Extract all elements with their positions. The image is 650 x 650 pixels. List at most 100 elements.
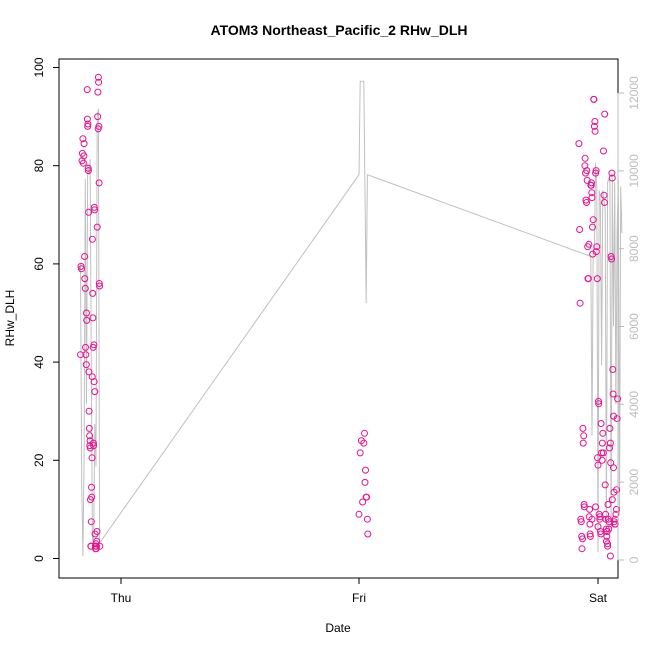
data-point xyxy=(592,167,600,175)
plot-frame xyxy=(58,58,619,579)
data-point xyxy=(88,493,96,501)
y2-axis: 0 2000 4000 6000 8000 10000 12000 xyxy=(617,76,641,563)
y2-tick-label: 12000 xyxy=(627,76,641,110)
data-point xyxy=(607,253,615,260)
data-point xyxy=(588,179,595,187)
data-point xyxy=(360,439,368,447)
data-point xyxy=(94,88,102,96)
data-point xyxy=(591,127,599,135)
data-point xyxy=(579,439,587,447)
data-point xyxy=(592,503,600,511)
data-point xyxy=(84,120,92,128)
y-tick-label: 40 xyxy=(32,355,46,369)
data-point xyxy=(85,208,93,216)
data-point xyxy=(601,481,609,489)
data-point xyxy=(606,552,614,560)
data-point xyxy=(83,309,90,317)
data-point xyxy=(79,159,87,167)
y-axis-label: RHw_DLH xyxy=(3,290,17,347)
data-point xyxy=(95,78,103,86)
y-tick-label: 20 xyxy=(32,453,46,467)
y2-tick-label: 8000 xyxy=(627,235,641,262)
data-point xyxy=(93,223,101,231)
data-point xyxy=(86,432,94,440)
data-point xyxy=(89,439,97,447)
y-tick-label: 100 xyxy=(32,57,46,77)
data-point xyxy=(84,164,92,172)
data-point xyxy=(89,314,97,322)
x-tick-label: Fri xyxy=(352,591,366,605)
y2-tick-label: 4000 xyxy=(627,391,641,418)
data-point xyxy=(82,351,90,359)
data-point xyxy=(600,191,608,199)
data-point xyxy=(90,442,98,450)
data-point xyxy=(96,542,104,550)
data-point xyxy=(596,513,604,521)
chart-title: ATOM3 Northeast_Pacific_2 RHw_DLH xyxy=(211,22,468,38)
data-point xyxy=(595,397,602,405)
data-point xyxy=(599,429,607,437)
data-point xyxy=(610,464,617,472)
data-point xyxy=(80,140,88,148)
data-point xyxy=(597,530,605,538)
data-point xyxy=(594,461,602,469)
data-point xyxy=(95,179,103,187)
data-point xyxy=(586,530,594,538)
data-point xyxy=(88,454,96,462)
data-point xyxy=(89,289,97,297)
data-point xyxy=(81,284,89,292)
data-point xyxy=(602,525,610,533)
data-point xyxy=(604,501,612,508)
data-point xyxy=(93,537,101,545)
data-point xyxy=(96,282,104,290)
data-point xyxy=(361,429,368,437)
y-axis: 0 20 40 60 80 100 xyxy=(32,57,60,562)
data-point xyxy=(604,540,612,548)
data-point xyxy=(577,515,585,523)
data-point xyxy=(361,478,369,486)
data-point xyxy=(93,528,101,535)
data-point xyxy=(83,316,91,324)
data-point xyxy=(575,140,583,148)
data-point xyxy=(599,449,607,457)
data-point xyxy=(583,199,590,206)
data-point xyxy=(85,424,93,432)
data-point xyxy=(81,253,89,260)
data-point xyxy=(580,501,588,508)
data-point xyxy=(77,351,84,359)
x-tick-label: Thu xyxy=(111,591,132,605)
data-point xyxy=(84,122,92,130)
data-point xyxy=(363,493,371,501)
y-tick-label: 0 xyxy=(32,555,46,562)
data-point xyxy=(90,341,98,349)
data-point xyxy=(605,525,613,533)
points-group xyxy=(77,73,622,560)
data-point xyxy=(592,248,600,256)
data-point xyxy=(84,167,92,175)
data-point xyxy=(88,235,96,243)
data-point xyxy=(591,118,599,125)
data-point xyxy=(81,275,89,283)
data-point xyxy=(606,439,614,447)
data-point xyxy=(589,223,596,231)
data-point xyxy=(579,535,586,543)
data-point xyxy=(359,498,367,506)
data-point xyxy=(585,240,593,248)
y-tick-label: 60 xyxy=(32,257,46,271)
y2-tick-label: 6000 xyxy=(627,313,641,340)
data-point xyxy=(577,518,585,526)
data-point xyxy=(583,167,591,175)
data-point xyxy=(597,420,605,427)
y-tick-label: 80 xyxy=(32,159,46,173)
data-point xyxy=(88,483,95,491)
data-point xyxy=(586,532,594,540)
data-point xyxy=(608,255,616,263)
data-point xyxy=(579,424,587,432)
data-point xyxy=(87,518,95,526)
x-axis-label: Date xyxy=(325,621,351,635)
data-point xyxy=(578,545,586,553)
data-point xyxy=(79,135,87,143)
data-point xyxy=(587,181,595,189)
data-point xyxy=(608,174,616,182)
